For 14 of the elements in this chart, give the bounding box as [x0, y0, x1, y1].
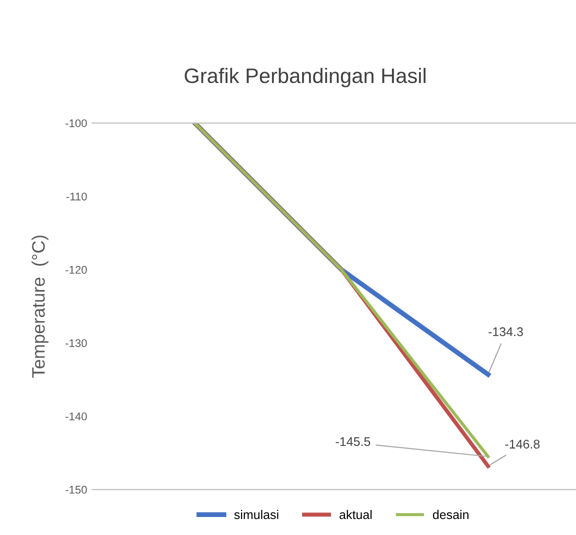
y-tick-label: -140: [66, 412, 87, 420]
data-label: -134.3: [488, 327, 523, 336]
legend-label: aktual: [340, 510, 372, 520]
y-tick-label: -110: [66, 192, 87, 200]
y-tick-label: -150: [66, 486, 87, 494]
y-tick-label: -100: [66, 119, 87, 128]
chart-title: Grafik Perbandingan Hasil: [184, 68, 426, 88]
data-label: -146.8: [505, 440, 540, 449]
legend-label: desain: [432, 510, 468, 520]
data-label: -145.5: [336, 437, 370, 446]
y-tick-label: -130: [66, 339, 87, 348]
y-axis-title: Temperature (°C): [32, 236, 48, 378]
legend-label: simulasi: [234, 510, 278, 520]
y-tick-label: -120: [66, 266, 87, 274]
